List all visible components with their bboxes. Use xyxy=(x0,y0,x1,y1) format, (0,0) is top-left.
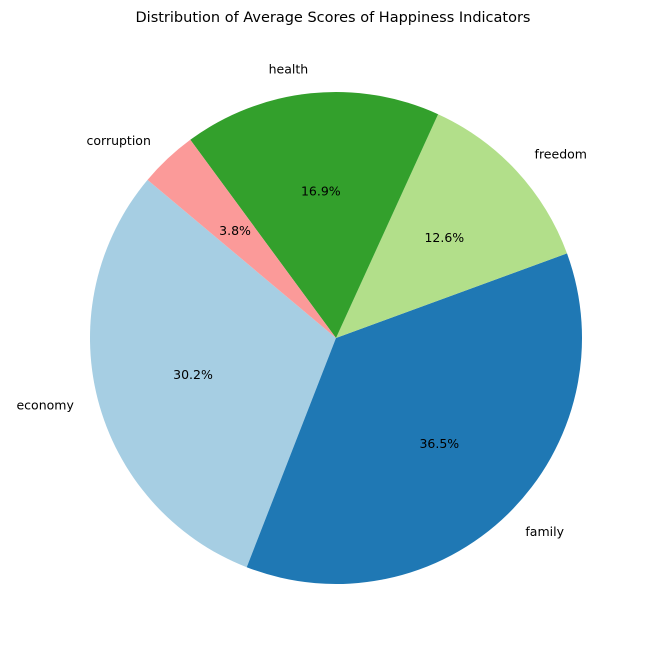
slice-label-health: health xyxy=(269,61,309,76)
slice-label-family: family xyxy=(525,524,564,539)
slice-percent-freedom: 12.6% xyxy=(424,230,464,245)
slice-label-economy: economy xyxy=(16,398,74,413)
pie-labels: economy 30.2% family 36.5% freedom 12.6% healt… xyxy=(16,61,586,538)
slice-percent-health: 16.9% xyxy=(301,184,341,199)
pie-slice-economy xyxy=(89,179,337,568)
pie-slice-family xyxy=(246,253,583,585)
pie-slices xyxy=(89,92,583,585)
pie-slice-corruption xyxy=(147,139,336,338)
pie-slice-freedom xyxy=(336,114,567,338)
slice-percent-family: 36.5% xyxy=(419,436,459,451)
pie-slice-health xyxy=(190,92,439,338)
slice-percent-corruption: 3.8% xyxy=(219,223,251,238)
chart-title: Distribution of Average Scores of Happin… xyxy=(136,10,531,26)
slice-label-corruption: corruption xyxy=(87,133,151,148)
slice-percent-economy: 30.2% xyxy=(173,367,213,382)
slice-label-freedom: freedom xyxy=(535,147,587,162)
